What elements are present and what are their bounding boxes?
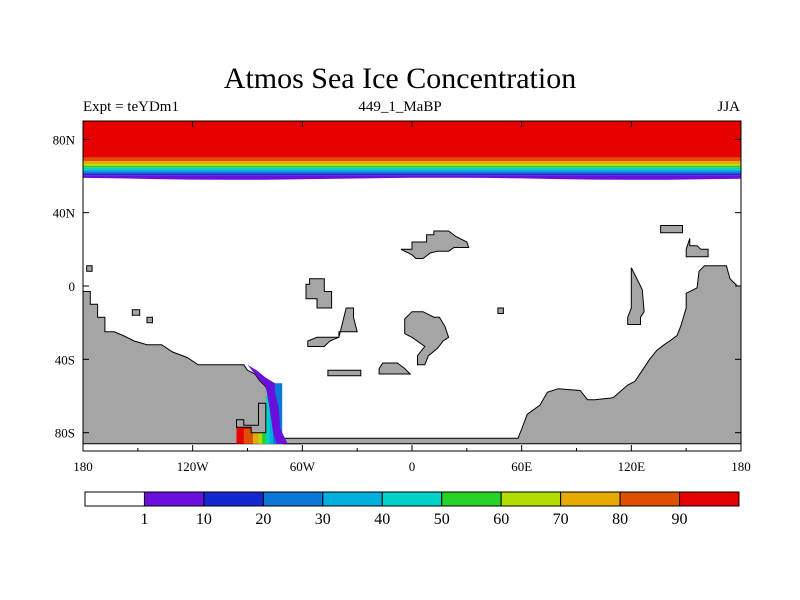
colorbar-label: 80: [612, 511, 628, 528]
north-ice-band-3: [83, 164, 741, 166]
x-tick-label: 180: [73, 459, 93, 474]
y-tick-label: 80S: [55, 426, 75, 441]
land-island-west-small: [86, 265, 93, 272]
land-island-east-arc: [685, 238, 709, 258]
y-tick-label: 40N: [53, 206, 76, 221]
colorbar-swatch-8: [560, 491, 621, 507]
land-island-east-small: [497, 307, 504, 314]
run-label: 449_1_MaBP: [358, 99, 442, 115]
land-southern-shelf: [283, 265, 741, 445]
experiment-label: Expt = teYDm1: [83, 99, 179, 115]
colorbar-label: 40: [374, 511, 390, 528]
land-island-east-strip: [627, 267, 645, 325]
north-ice-band-1: [83, 157, 741, 162]
colorbar-label: 1: [141, 511, 149, 528]
x-tick-label: 0: [409, 459, 416, 474]
x-tick-label: 60W: [290, 459, 316, 474]
chart-title: Atmos Sea Ice Concentration: [223, 62, 577, 95]
north-ice-band-4: [83, 165, 741, 168]
land-island-center: [404, 311, 450, 366]
north-ice-band-0: [83, 121, 741, 158]
land-island-small-2: [146, 316, 153, 324]
colorbar-label: 60: [493, 511, 509, 528]
north-ice-band-6: [83, 169, 741, 172]
colorbar-swatch-7: [500, 491, 562, 507]
y-tick-label: 0: [69, 279, 76, 294]
south-ice-patch-8: [247, 364, 288, 444]
colorbar-label: 30: [315, 511, 331, 528]
colorbar-label: 10: [196, 511, 212, 528]
y-tick-label: 80N: [53, 132, 76, 147]
x-tick-label: 120E: [618, 459, 646, 474]
colorbar-label: 50: [434, 511, 450, 528]
land-island-east-rect: [660, 225, 683, 234]
land-island-north-a: [400, 230, 470, 259]
y-tick-label: 40S: [55, 352, 75, 367]
colorbar-swatch-6: [441, 491, 502, 507]
land-island-mid-a: [305, 278, 333, 309]
land-island-strip-b: [378, 362, 412, 375]
land-island-small-1: [131, 309, 141, 316]
colorbar-swatch-2: [203, 491, 264, 507]
north-ice-band-7: [83, 171, 741, 174]
north-ice-band-9: [83, 175, 741, 180]
colorbar-swatch-9: [619, 491, 681, 507]
colorbar-label: 70: [553, 511, 569, 528]
colorbar-swatch-5: [381, 491, 443, 507]
colorbar-label: 90: [672, 511, 688, 528]
land-ice-inlet: [236, 402, 267, 434]
land-island-mid-b: [307, 307, 358, 347]
north-ice-band-2: [83, 161, 741, 165]
x-tick-label: 180: [731, 459, 751, 474]
colorbar-swatch-0: [84, 491, 145, 507]
colorbar-label: 20: [255, 511, 271, 528]
land-island-strip-a: [327, 369, 362, 377]
x-tick-label: 120W: [177, 459, 210, 474]
x-tick-label: 60E: [511, 459, 532, 474]
north-ice-band-8: [83, 173, 741, 176]
season-label: JJA: [717, 99, 740, 115]
colorbar-swatch-3: [262, 491, 324, 507]
colorbar-swatch-4: [322, 491, 383, 507]
north-ice-band-5: [83, 167, 741, 170]
colorbar-swatch-10: [679, 491, 740, 507]
colorbar-swatch-1: [143, 491, 205, 507]
